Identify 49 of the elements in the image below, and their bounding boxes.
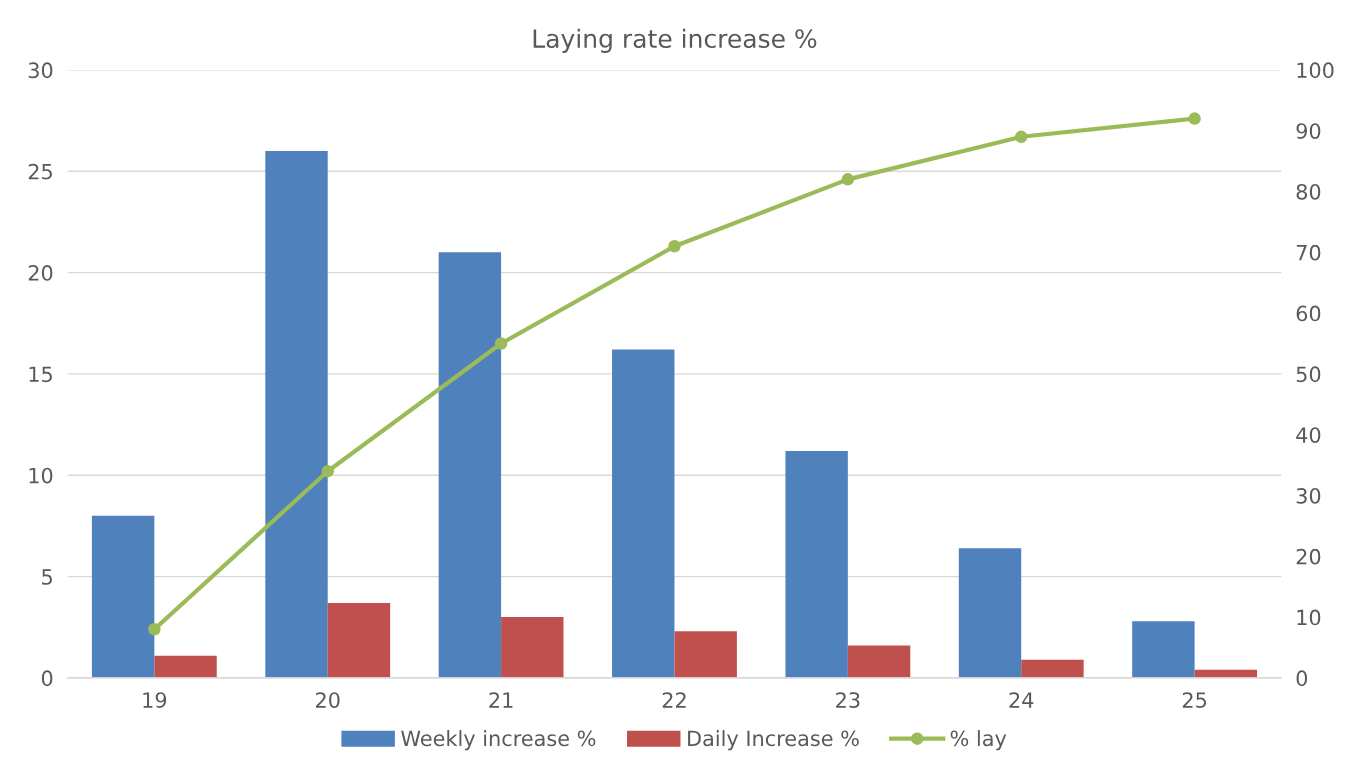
- y-tick-label: 20: [28, 265, 53, 281]
- y-tick-label: 15: [29, 366, 52, 383]
- bar: [154, 655, 217, 678]
- bar: [847, 645, 911, 678]
- y2-tick-label: 50: [1296, 366, 1321, 383]
- point: [1188, 112, 1201, 125]
- point: [841, 173, 855, 186]
- bar: [501, 617, 564, 678]
- bar: [265, 150, 328, 678]
- y-tick-label: 30: [28, 62, 53, 79]
- point: [494, 337, 508, 350]
- y2-tick-label: 40: [1296, 427, 1321, 443]
- x-tick-label: 20: [315, 692, 340, 708]
- y2-tick-label: 10: [1297, 609, 1321, 626]
- y2-tick-label: 70: [1296, 244, 1321, 261]
- point: [1014, 130, 1028, 144]
- x-tick-label: 24: [1009, 692, 1034, 708]
- y2-tick-label: 90: [1296, 123, 1321, 139]
- y2-tick-label: 0: [1296, 670, 1308, 687]
- legend-label: % lay: [950, 730, 1007, 751]
- x-tick-label: 22: [662, 692, 686, 708]
- point: [321, 464, 334, 478]
- x-tick-label: 23: [836, 692, 860, 708]
- y-tick-label: 25: [28, 163, 52, 180]
- y-tick-label: 0: [41, 670, 53, 687]
- y-tick-label: 5: [42, 569, 52, 585]
- bar: [785, 450, 848, 678]
- bar: [438, 252, 502, 678]
- x-tick-label: 25: [1182, 692, 1207, 708]
- point: [148, 623, 161, 636]
- x-tick-label: 19: [143, 692, 167, 708]
- bar: [958, 548, 1022, 678]
- y2-tick-label: 80: [1296, 183, 1321, 200]
- legend-label: Weekly increase %: [401, 730, 596, 751]
- y2-tick-label: 20: [1296, 548, 1321, 565]
- y-tick-label: 10: [29, 467, 53, 484]
- point: [668, 239, 681, 253]
- bar: [1132, 621, 1195, 678]
- bar: [612, 349, 675, 678]
- bar: [674, 631, 737, 678]
- legend-label: Daily Increase %: [688, 730, 859, 751]
- bar: [327, 602, 391, 678]
- y2-tick-label: 100: [1297, 62, 1334, 79]
- y2-tick-label: 60: [1296, 305, 1321, 322]
- y2-tick-label: 30: [1296, 487, 1321, 504]
- x-tick-label: 21: [489, 692, 513, 708]
- bar: [1021, 659, 1084, 678]
- chart-title: Laying rate increase %: [533, 28, 817, 53]
- bar: [91, 515, 155, 678]
